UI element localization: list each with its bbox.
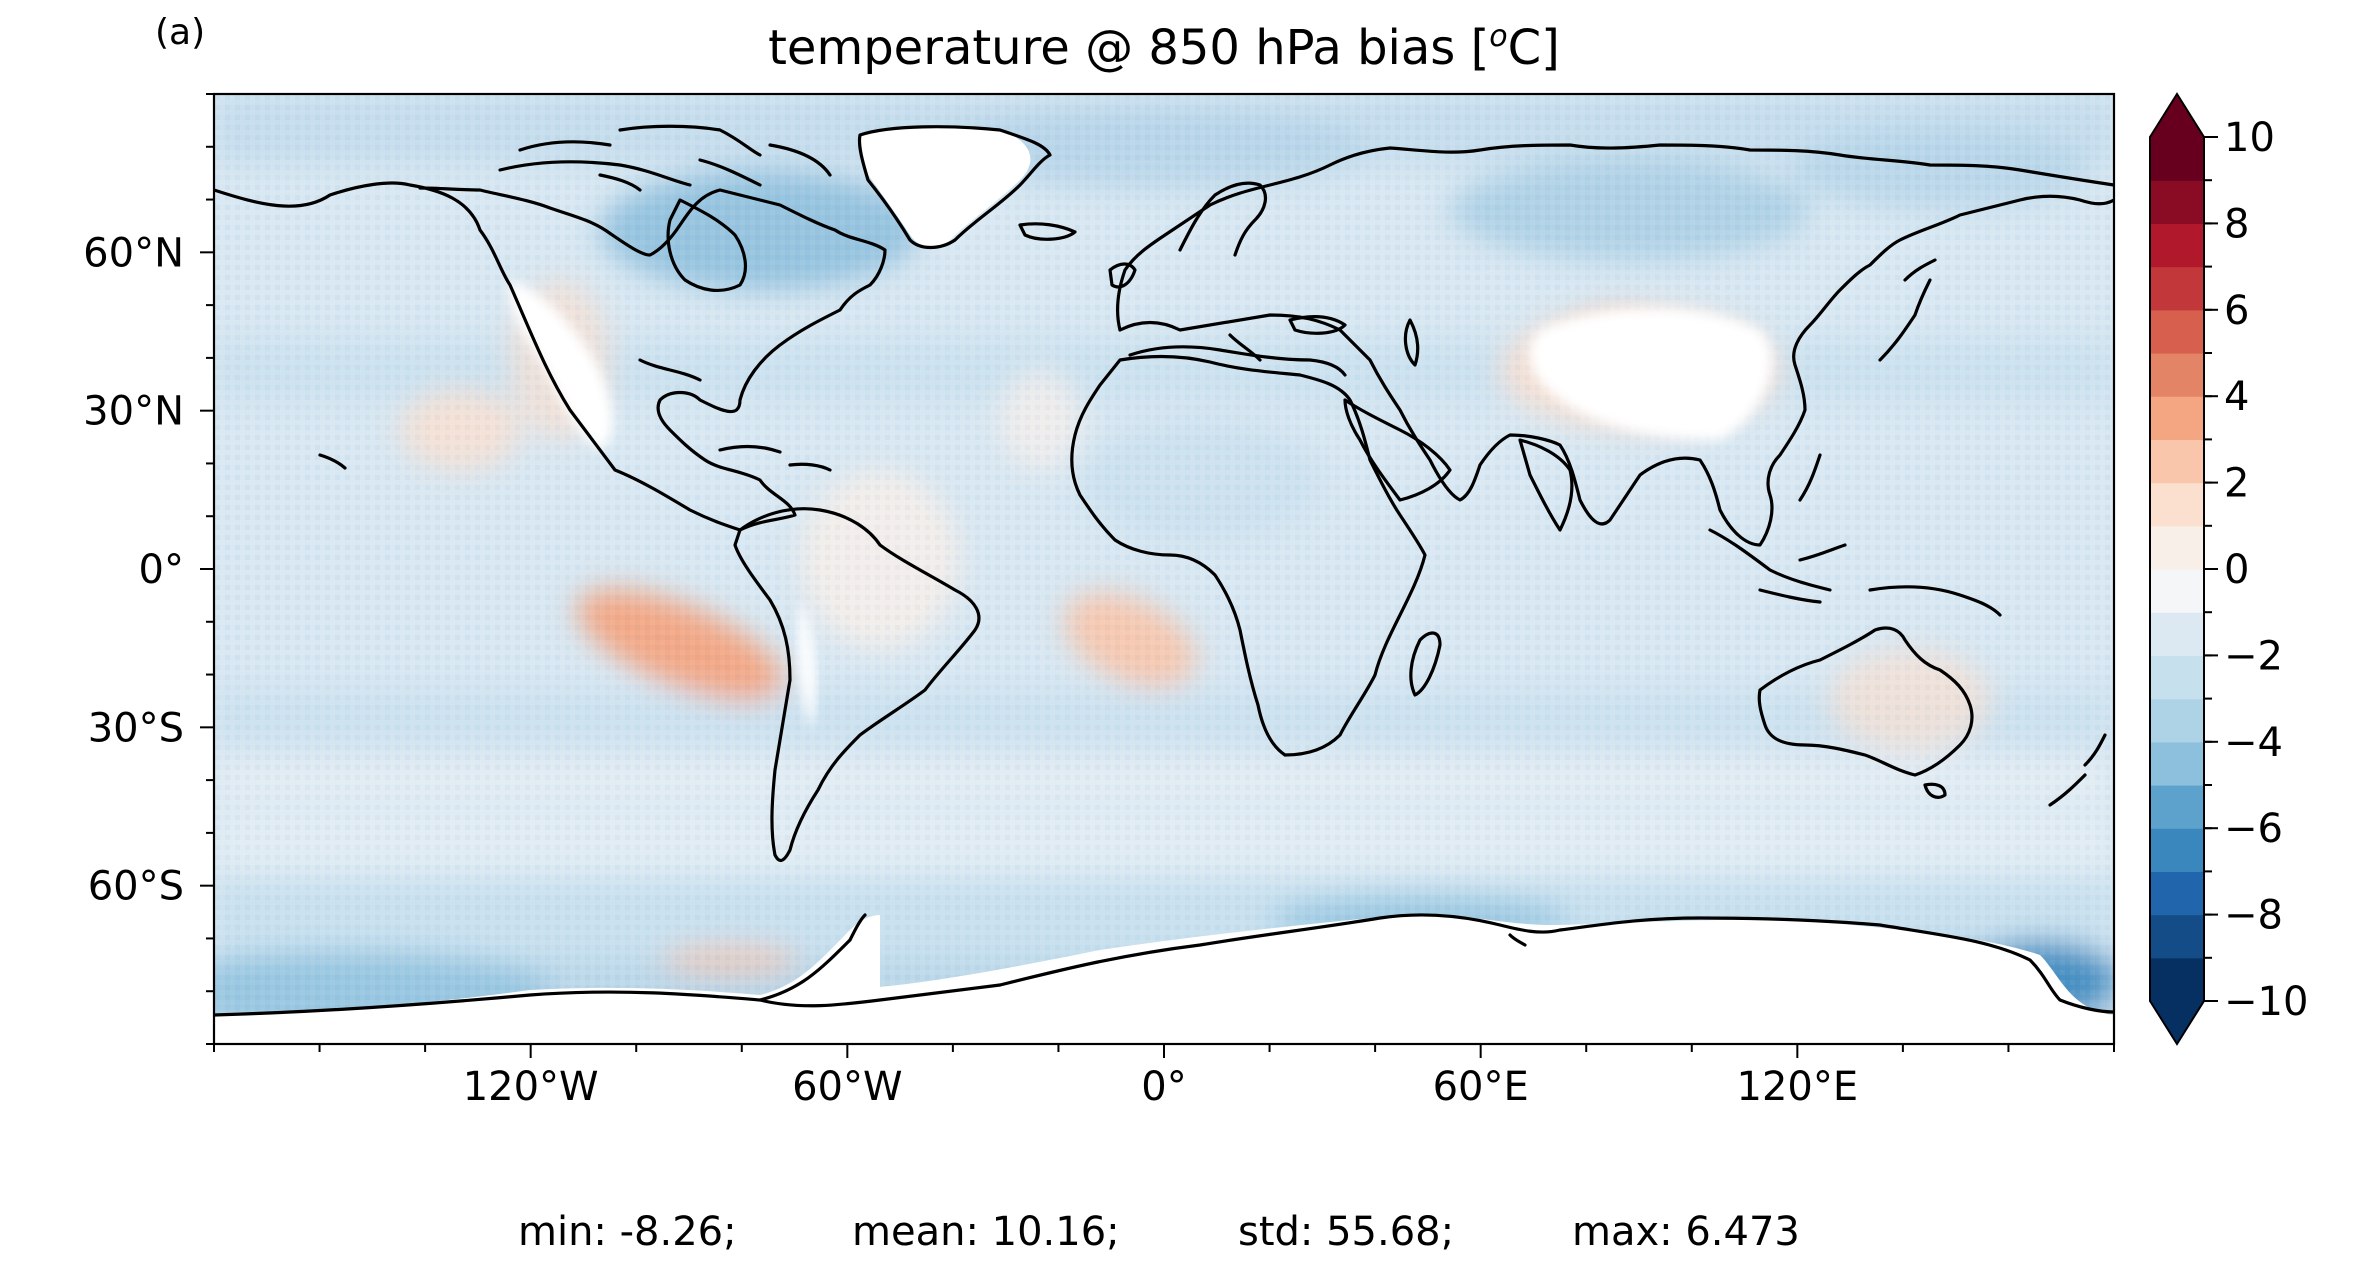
colorbar-segment <box>2150 871 2204 916</box>
x-axis: 120°W 60°W 0° 60°E 120°E <box>213 1044 2115 1110</box>
colorbar-segment <box>2150 957 2204 1002</box>
colorbar-extend-min <box>2150 1001 2204 1044</box>
colorbar-segment <box>2150 482 2204 527</box>
chart-title: temperature @ 850 hPa bias [oC] <box>768 19 1560 76</box>
chart-title-suffix: ] <box>1541 20 1560 76</box>
x-tick-label: 120°W <box>463 1064 599 1110</box>
colorbar-segment <box>2150 396 2204 440</box>
x-tick-label: 0° <box>1141 1064 1186 1110</box>
chart-title-unit: C <box>1508 20 1542 76</box>
colorbar-segment <box>2150 137 2204 181</box>
stat-min: min: -8.26; <box>518 1209 737 1255</box>
colorbar-tick-label: −4 <box>2224 720 2283 766</box>
colorbar-tick-label: 10 <box>2224 115 2275 161</box>
colorbar-segment <box>2150 439 2204 484</box>
masked-regions <box>214 126 2114 1044</box>
colorbar-segment <box>2150 353 2204 397</box>
y-axis: 60°N 30°N 0° 30°S 60°S <box>83 93 214 1045</box>
colorbar-segment <box>2150 914 2204 959</box>
colorbar-tick-label: 8 <box>2224 201 2249 247</box>
colorbar-segment <box>2150 698 2204 743</box>
colorbar-tick-label: 2 <box>2224 461 2249 507</box>
y-tick-label: 60°N <box>83 230 184 276</box>
stat-max: max: 6.473 <box>1572 1209 1800 1255</box>
colorbar-segment <box>2150 828 2204 872</box>
x-tick-label: 60°E <box>1433 1064 1529 1110</box>
coastlines <box>214 124 2114 1017</box>
stat-mean: mean: 10.16; <box>852 1209 1120 1255</box>
colorbar-segment <box>2150 266 2204 311</box>
colorbar-segment <box>2150 180 2204 224</box>
colorbar-tick-label: −2 <box>2224 633 2283 679</box>
colorbar-tick-label: −6 <box>2224 806 2283 852</box>
colorbar-tick-label: −8 <box>2224 893 2283 939</box>
colorbar-segment <box>2150 525 2204 570</box>
colorbar-segment <box>2150 612 2204 656</box>
colorbar-tick-label: −10 <box>2224 979 2308 1025</box>
colorbar-tick-label: 4 <box>2224 374 2249 420</box>
colorbar-segment <box>2150 741 2204 786</box>
colorbar-segment <box>2150 309 2204 354</box>
map-area <box>214 94 2114 1044</box>
colorbar-segment <box>2150 785 2204 829</box>
y-tick-label: 30°S <box>88 705 184 751</box>
y-tick-label: 30°N <box>83 389 184 435</box>
panel-label: (a) <box>155 12 205 53</box>
stat-std: std: 55.68; <box>1238 1209 1454 1255</box>
stats-line: min: -8.26; mean: 10.16; std: 55.68; max… <box>518 1209 1800 1255</box>
colorbar-tick-label: 0 <box>2224 547 2249 593</box>
chart-title-unit-super: o <box>1489 19 1507 54</box>
colorbar-segment <box>2150 569 2204 613</box>
colorbar-tick-label: 6 <box>2224 288 2249 334</box>
colorbar-segment <box>2150 655 2204 700</box>
x-tick-label: 60°W <box>792 1064 902 1110</box>
colorbar-extend-max <box>2150 94 2204 137</box>
x-tick-label: 120°E <box>1737 1064 1859 1110</box>
chart-title-prefix: temperature @ 850 hPa bias [ <box>768 20 1489 76</box>
colorbar: 10 8 6 4 2 0 −2 −4 −6 −8 −10 <box>2149 92 2308 1046</box>
colorbar-segment <box>2150 223 2204 268</box>
y-tick-label: 0° <box>139 547 184 593</box>
y-tick-label: 60°S <box>88 864 184 910</box>
